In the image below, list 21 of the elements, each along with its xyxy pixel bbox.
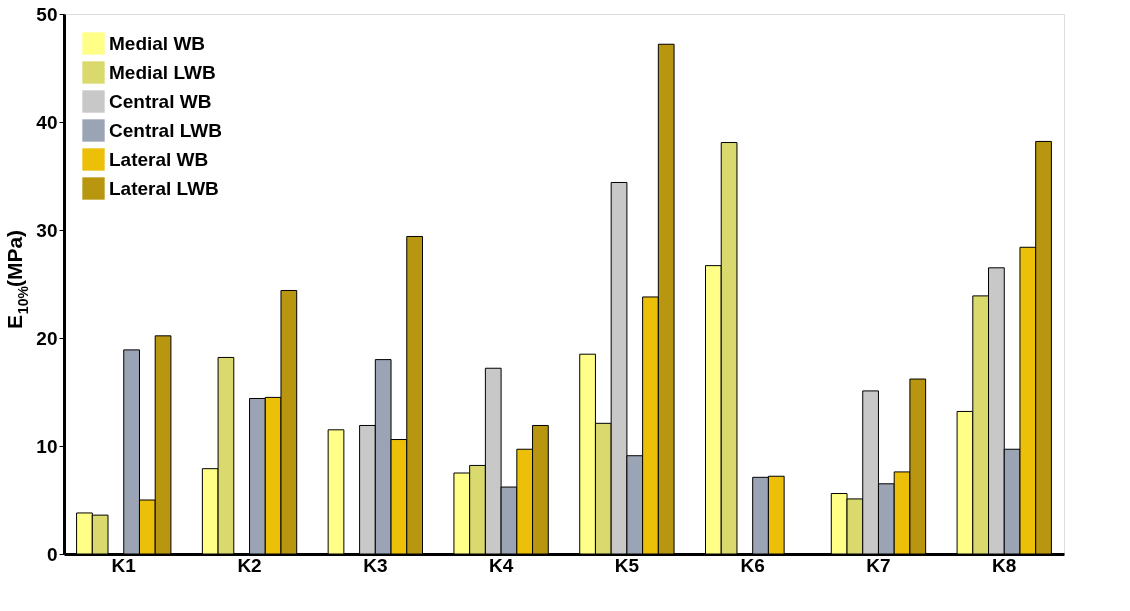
y-tick-label: 20 bbox=[36, 327, 58, 349]
legend-label: Central LWB bbox=[109, 119, 222, 141]
y-tick-label: 10 bbox=[36, 435, 58, 457]
legend-label: Lateral WB bbox=[109, 148, 209, 170]
y-tick-label: 30 bbox=[36, 219, 58, 241]
x-tick-label: K8 bbox=[992, 554, 1017, 576]
y-tick-label: 0 bbox=[46, 543, 58, 565]
x-tick-label: K7 bbox=[866, 554, 891, 576]
x-tick-label: K2 bbox=[237, 554, 262, 576]
legend-label: Central WB bbox=[109, 90, 212, 112]
x-tick-label: K5 bbox=[614, 554, 640, 576]
x-tick-label: K4 bbox=[488, 554, 514, 576]
y-tick-label: 50 bbox=[36, 3, 58, 25]
x-tick-label: K3 bbox=[363, 554, 388, 576]
legend-label: Medial LWB bbox=[109, 61, 216, 83]
x-tick-label: K1 bbox=[111, 554, 137, 576]
x-tick-label: K6 bbox=[740, 554, 765, 576]
legend-label: Medial WB bbox=[109, 32, 206, 54]
y-axis-title: E10%(MPa) bbox=[3, 229, 31, 329]
y-tick-label: 40 bbox=[36, 111, 58, 133]
legend-label: Lateral LWB bbox=[109, 177, 219, 199]
